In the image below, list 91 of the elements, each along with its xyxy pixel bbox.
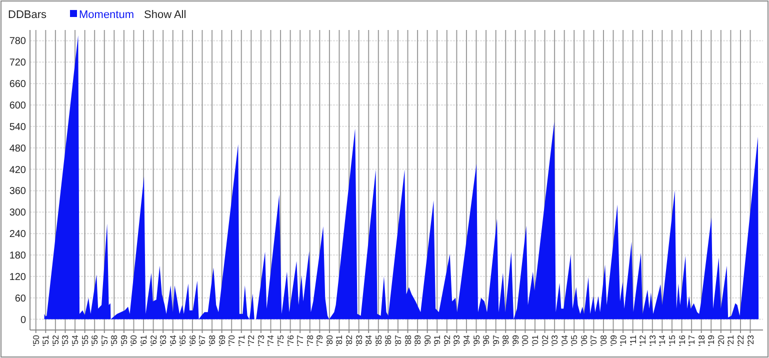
x-tick-label: '91 <box>432 334 442 346</box>
x-tick-label: '66 <box>187 334 198 346</box>
y-tick-label: 480 <box>9 143 26 154</box>
x-tick-label: '67 <box>197 334 208 346</box>
x-tick-label: '92 <box>442 334 452 346</box>
y-tick-label: 780 <box>9 36 26 48</box>
x-tick-label: '96 <box>481 334 492 346</box>
y-tick-label: 420 <box>9 164 26 176</box>
x-tick-label: '52 <box>50 334 60 346</box>
x-tick-label: '05 <box>569 334 580 346</box>
x-tick-label: '13 <box>647 334 658 346</box>
x-tick-label: '79 <box>314 334 325 346</box>
x-tick-label: '86 <box>383 334 394 346</box>
x-tick-label: '74 <box>266 334 276 346</box>
x-tick-label: '10 <box>618 334 628 346</box>
y-tick-label: 720 <box>9 58 26 69</box>
x-tick-label: '11 <box>628 334 638 346</box>
x-tick-label: '97 <box>490 334 501 346</box>
x-tick-label: '09 <box>608 334 618 346</box>
y-tick-label: 180 <box>9 250 26 262</box>
x-tick-label: '93 <box>452 334 462 346</box>
x-tick-label: '22 <box>735 334 746 346</box>
x-tick-label: '21 <box>726 334 736 346</box>
y-tick-label: 300 <box>9 208 26 219</box>
x-tick-label: '06 <box>578 334 589 346</box>
x-tick-label: '63 <box>158 334 168 346</box>
x-tick-label: '65 <box>178 334 188 346</box>
y-tick-label: 120 <box>9 272 26 283</box>
x-tick-label: '72 <box>246 334 256 346</box>
x-tick-label: '20 <box>716 334 726 346</box>
x-tick-label: '18 <box>696 334 706 346</box>
x-tick-label: '94 <box>461 334 472 346</box>
x-tick-label: '03 <box>550 334 560 346</box>
x-tick-label: '77 <box>295 334 306 346</box>
y-tick-label: 540 <box>9 122 26 133</box>
x-tick-label: '02 <box>540 334 550 346</box>
x-tick-label: '81 <box>334 334 344 346</box>
x-tick-label: '56 <box>90 334 100 346</box>
x-tick-label: '89 <box>412 334 423 346</box>
x-tick-label: '68 <box>207 334 218 346</box>
y-tick-label: 240 <box>9 229 26 240</box>
x-tick-label: '17 <box>686 334 697 346</box>
y-tick-label: 600 <box>9 100 26 112</box>
x-tick-label: '98 <box>500 334 511 346</box>
x-tick-label: '70 <box>226 334 237 346</box>
y-tick-label: 360 <box>9 186 26 198</box>
x-tick-label: '95 <box>471 334 482 346</box>
x-tick-label: '54 <box>70 334 80 346</box>
x-tick-label: '69 <box>216 334 227 346</box>
x-tick-label: '14 <box>657 334 668 346</box>
x-tick-label: '12 <box>638 334 648 346</box>
x-tick-label: '16 <box>676 334 687 346</box>
x-tick-label: '50 <box>30 334 41 346</box>
x-tick-label: '55 <box>80 334 90 346</box>
x-tick-label: '85 <box>373 334 384 346</box>
x-tick-label: '00 <box>520 334 530 346</box>
x-tick-label: '73 <box>256 334 266 346</box>
x-tick-label: '23 <box>745 334 756 346</box>
x-tick-label: '51 <box>40 334 51 346</box>
x-tick-label: '84 <box>364 334 374 346</box>
x-tick-label: '78 <box>304 334 315 346</box>
x-tick-label: '82 <box>344 334 354 346</box>
x-tick-label: '62 <box>148 334 158 346</box>
y-tick-label: 0 <box>20 314 26 326</box>
x-tick-label: '80 <box>324 334 334 346</box>
x-tick-label: '64 <box>168 334 178 346</box>
x-tick-label: '88 <box>402 334 413 346</box>
x-tick-label: '15 <box>666 334 677 346</box>
x-tick-label: '08 <box>598 334 608 346</box>
legend-label: Momentum <box>79 9 134 21</box>
x-tick-label: '59 <box>118 334 129 346</box>
x-tick-label: '90 <box>422 334 432 346</box>
text: Show All <box>144 9 186 21</box>
x-tick-label: '07 <box>588 334 599 346</box>
x-tick-label: '19 <box>706 334 716 346</box>
chart-title: DDBars <box>8 9 48 21</box>
x-tick-label: '75 <box>276 334 286 346</box>
x-tick-label: '83 <box>354 334 364 346</box>
x-tick-label: '87 <box>392 334 403 346</box>
y-tick-label: 660 <box>9 79 26 90</box>
x-tick-label: '99 <box>510 334 520 346</box>
x-tick-label: '57 <box>99 334 110 346</box>
x-tick-label: '76 <box>285 334 296 346</box>
x-tick-label: '58 <box>109 334 120 346</box>
x-tick-label: '01 <box>530 334 540 346</box>
x-tick-label: '53 <box>60 334 70 346</box>
x-tick-label: '71 <box>236 334 246 346</box>
x-tick-label: '61 <box>138 334 149 346</box>
x-tick-label: '60 <box>128 334 139 346</box>
y-tick-label: 60 <box>14 293 26 304</box>
x-tick-label: '04 <box>559 334 570 346</box>
